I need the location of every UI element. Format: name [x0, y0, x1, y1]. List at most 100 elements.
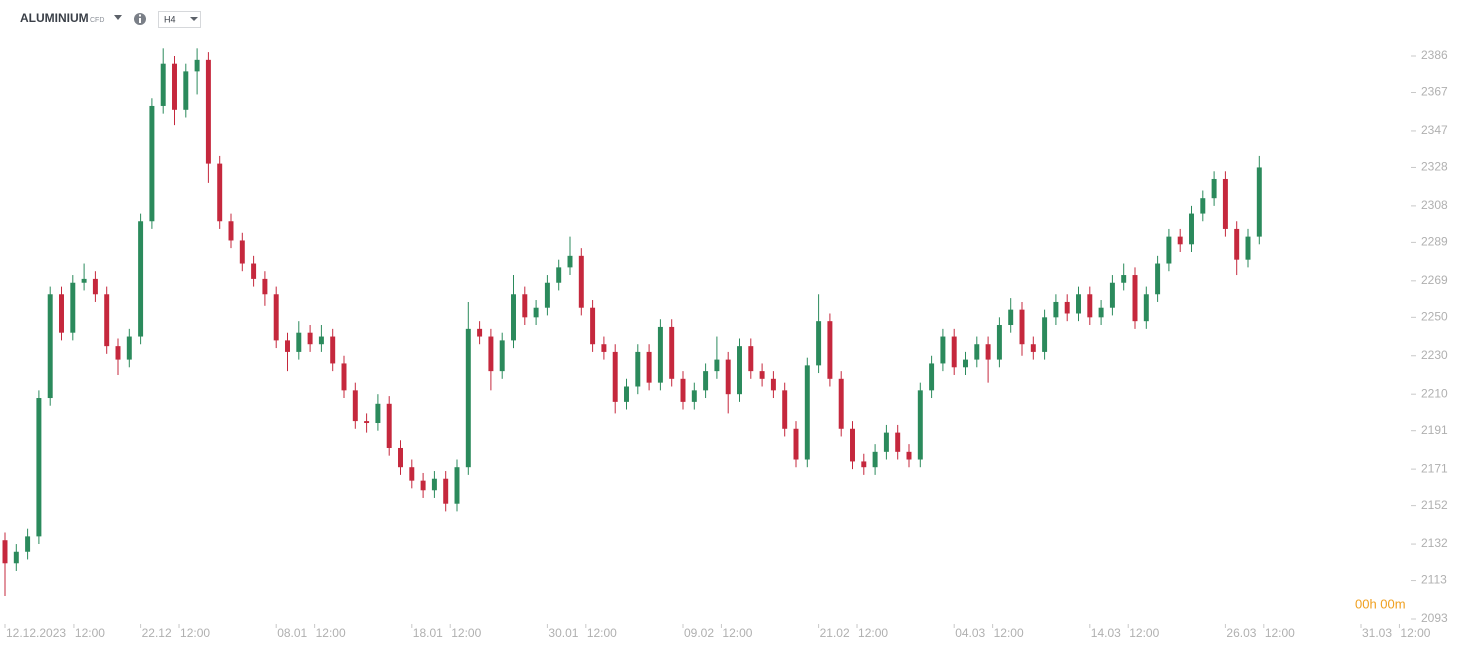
candle-body: [861, 461, 867, 468]
candle-body: [228, 221, 234, 241]
candle-body: [1200, 198, 1206, 214]
candle-body: [183, 71, 189, 110]
info-icon-dot: [139, 14, 141, 17]
candle-body: [1155, 263, 1161, 295]
candle-body: [646, 351, 652, 383]
candle-body: [1211, 178, 1217, 199]
candle-body: [770, 378, 776, 391]
candle-body: [375, 403, 381, 424]
candle-body: [59, 294, 64, 333]
y-tick-label: 2230: [1421, 348, 1448, 362]
x-tick-label: 14.03: [1091, 626, 1121, 640]
x-tick-label: 12.12.2023: [6, 626, 66, 640]
candle-body: [25, 536, 31, 552]
y-tick-label: 2289: [1421, 235, 1448, 249]
candle-body: [1245, 236, 1251, 260]
candle-body: [138, 221, 144, 337]
candle-body: [601, 344, 607, 352]
candle-body: [578, 255, 584, 308]
candle-body: [1019, 309, 1025, 345]
candle-body: [737, 346, 742, 395]
candle-body: [307, 332, 313, 345]
x-tick-label: 12:00: [587, 626, 617, 640]
candle-body: [748, 346, 754, 372]
y-tick-label: 2132: [1421, 536, 1448, 550]
x-tick-label: 12:00: [722, 626, 752, 640]
candle-body: [1177, 236, 1183, 245]
instrument-type: CFD: [90, 17, 104, 24]
candle-body: [624, 386, 629, 402]
candle-body: [477, 328, 483, 337]
candle-body: [940, 336, 946, 364]
timeframe-label: H4: [164, 14, 176, 24]
x-tick-label: 18.01: [413, 626, 443, 640]
candle-body: [782, 390, 788, 429]
candle-body: [1042, 317, 1048, 352]
candle-body: [793, 428, 799, 460]
y-tick-label: 2367: [1421, 85, 1448, 99]
timeframe-dropdown: [190, 17, 198, 21]
x-tick-label: 22.12: [142, 626, 172, 640]
candle-body: [160, 63, 166, 106]
candle-body: [725, 359, 731, 395]
candle-body: [36, 398, 42, 537]
candle-body: [251, 263, 257, 279]
y-tick-label: 2210: [1421, 386, 1448, 400]
candle-body: [827, 321, 833, 379]
x-tick-label: 26.03: [1226, 626, 1256, 640]
candle-body: [465, 328, 471, 468]
candle-body: [431, 478, 437, 491]
candle-body: [126, 336, 132, 360]
x-tick-label: 08.01: [277, 626, 307, 640]
candle-body: [205, 59, 211, 164]
candle-body: [1166, 236, 1172, 264]
candle-body: [680, 378, 686, 402]
candle-body: [996, 325, 1002, 360]
candle-body: [194, 59, 200, 72]
candle-body: [420, 480, 426, 491]
candle-body: [691, 390, 697, 402]
candle-body: [1109, 282, 1115, 308]
y-tick-label: 2386: [1421, 48, 1448, 62]
candle-body: [816, 321, 822, 366]
candle-body: [273, 294, 279, 341]
instrument-name[interactable]: ALUMINIUM: [20, 11, 89, 25]
x-tick-label: 12:00: [1400, 626, 1430, 640]
instrument-dropdown[interactable]: [114, 15, 122, 20]
candle-body: [1121, 275, 1127, 283]
candle-body: [1064, 301, 1070, 314]
candle-body: [2, 540, 8, 564]
timeframe-select[interactable]: [158, 11, 201, 28]
candle-body: [364, 421, 370, 424]
candle-body: [1234, 228, 1240, 260]
candle-body: [974, 344, 980, 360]
candle-body: [488, 336, 494, 372]
candle-body: [443, 478, 449, 504]
candle-body: [544, 282, 550, 308]
y-tick-label: 2191: [1421, 423, 1448, 437]
candle-body: [556, 267, 562, 283]
candle-body: [657, 326, 663, 383]
candle-body: [149, 105, 155, 222]
candle-body: [296, 332, 302, 352]
candle-body: [567, 255, 573, 268]
x-tick-label: 12:00: [994, 626, 1024, 640]
candle-body: [352, 390, 358, 422]
y-tick-label: 2328: [1421, 160, 1448, 174]
candle-body: [883, 432, 889, 452]
candle-body: [13, 551, 19, 564]
candle-body: [70, 282, 76, 333]
x-tick-label: 21.02: [820, 626, 850, 640]
candle-body: [47, 294, 53, 399]
candle-body: [917, 390, 923, 460]
candle-body: [703, 371, 709, 391]
candle-body: [963, 359, 968, 368]
x-tick-label: 12:00: [75, 626, 105, 640]
x-tick-label: 09.02: [684, 626, 714, 640]
candle-body: [838, 378, 844, 429]
candle-body: [1222, 178, 1228, 229]
x-tick-label: 12:00: [451, 626, 481, 640]
candle-body: [985, 344, 991, 360]
candle-body: [92, 278, 98, 295]
